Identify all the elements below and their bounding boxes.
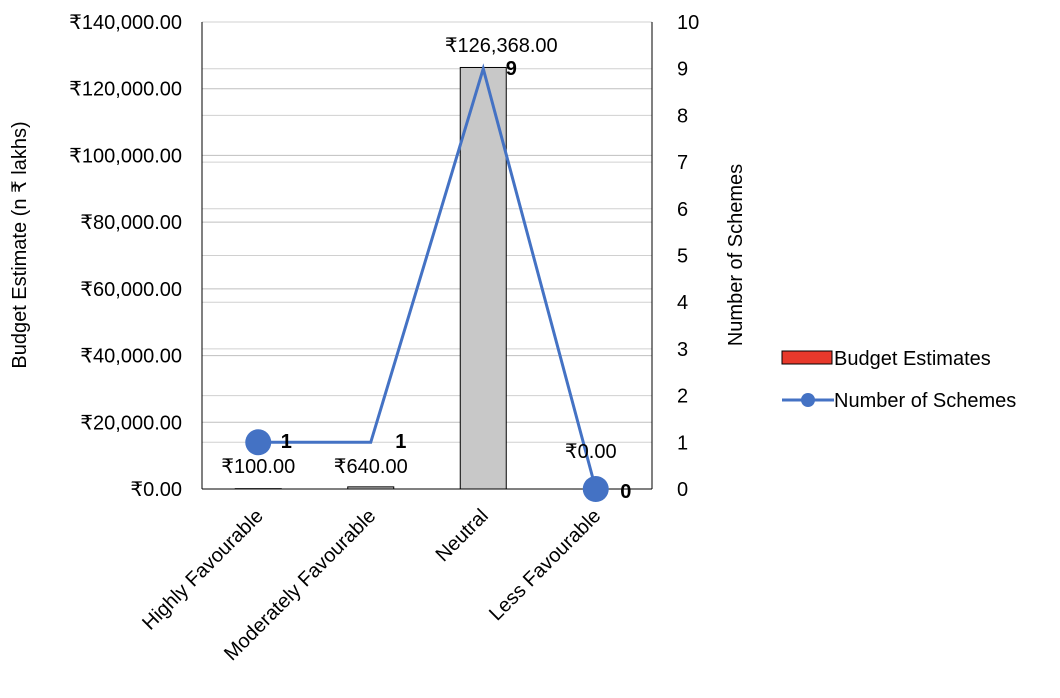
line-value-label: 9	[506, 58, 517, 80]
y-tick-label: ₹120,000.00	[69, 79, 182, 101]
y2-tick-label: 9	[677, 59, 688, 81]
line-value-label: 1	[281, 431, 292, 453]
y2-tick-label: 10	[677, 12, 699, 34]
y-tick-label: ₹60,000.00	[80, 279, 182, 301]
x-tick-label: Highly Favourable	[138, 505, 268, 635]
line-marker	[245, 429, 272, 456]
y-tick-label: ₹0.00	[130, 479, 182, 501]
y2-tick-label: 1	[677, 432, 688, 454]
y2-tick-label: 5	[677, 246, 688, 268]
y-tick-label: ₹100,000.00	[69, 145, 182, 167]
bar-value-label: ₹640.00	[334, 456, 408, 478]
y-tick-label: ₹80,000.00	[80, 212, 182, 234]
y2-tick-label: 2	[677, 386, 688, 408]
y-tick-label: ₹20,000.00	[80, 412, 182, 434]
y2-tick-label: 0	[677, 479, 688, 501]
y-tick-label: ₹40,000.00	[80, 346, 182, 368]
legend-marker-number-of-schemes	[801, 393, 815, 407]
line-value-label: 0	[620, 481, 631, 503]
y2-tick-label: 3	[677, 339, 688, 361]
data-labels: ₹100.00 ₹640.00 ₹126,368.00 ₹0.00 1 1 9 0	[221, 35, 631, 503]
bar-value-label: ₹100.00	[221, 456, 295, 478]
legend-label-number-of-schemes: Number of Schemes	[834, 390, 1016, 412]
gridlines	[202, 21, 652, 443]
y2-tick-label: 6	[677, 199, 688, 221]
left-axis-title: Budget Estimate (n ₹ lakhs)	[9, 121, 31, 368]
bar-value-label: ₹0.00	[565, 441, 617, 463]
legend-swatch-budget-estimates	[781, 350, 833, 365]
plot-frame	[201, 22, 653, 490]
schemes-line	[245, 63, 609, 502]
y2-tick-label: 4	[677, 292, 688, 314]
x-tick-label: Neutral	[432, 505, 493, 566]
bars	[234, 66, 620, 490]
left-axis-ticks: ₹0.00 ₹20,000.00 ₹40,000.00 ₹60,000.00 ₹80,0…	[69, 12, 182, 501]
right-axis-title: Number of Schemes	[725, 164, 747, 346]
x-tick-label: Less Favourable	[485, 505, 605, 625]
y2-tick-label: 8	[677, 105, 688, 127]
legend: Budget Estimates Number of Schemes	[781, 348, 1016, 412]
legend-label-budget-estimates: Budget Estimates	[834, 348, 991, 370]
bar-value-label: ₹126,368.00	[445, 35, 558, 57]
line-series-number-of-schemes	[258, 63, 598, 490]
y2-tick-label: 7	[677, 152, 688, 174]
line-value-label: 1	[395, 431, 406, 453]
right-axis-ticks: 0 1 2 3 4 5 6 7 8 9 10	[677, 12, 699, 501]
line-marker	[582, 476, 609, 502]
y-tick-label: ₹140,000.00	[69, 12, 182, 34]
